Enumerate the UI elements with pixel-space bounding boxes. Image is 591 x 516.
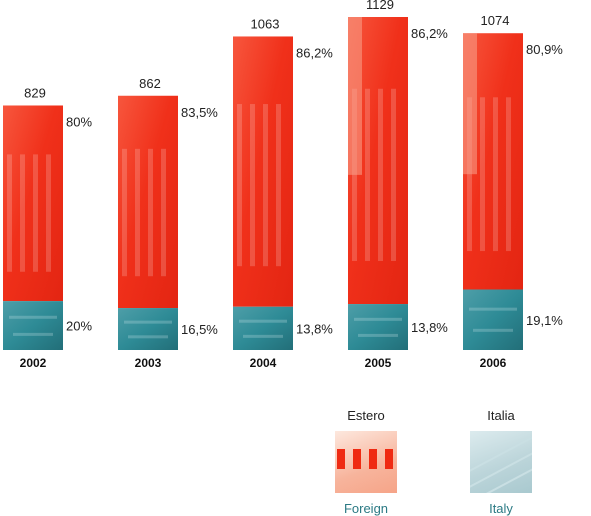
bar-italy-texture-2005 (354, 317, 402, 337)
bars-layer (3, 17, 523, 350)
legend-italy-swatch (470, 431, 532, 493)
foreign-pct-label-2005: 86,2% (411, 26, 448, 41)
bar-foreign-highlight-2006 (463, 33, 477, 175)
italy-pct-label-2006: 19,1% (526, 313, 563, 328)
year-label-2003: 2003 (135, 356, 162, 370)
legend-foreign-title: Estero (347, 408, 385, 423)
foreign-pct-label-2004: 86,2% (296, 45, 333, 60)
bar-italy-2006 (463, 289, 523, 350)
italy-pct-label-2005: 13,8% (411, 320, 448, 335)
year-label-2004: 2004 (250, 356, 277, 370)
legend-italy-title: Italia (487, 408, 515, 423)
bar-italy-2005 (348, 304, 408, 350)
bar-italy-2004 (233, 306, 293, 350)
total-label-2005: 1129 (366, 0, 394, 12)
legend-italy: Italia Italy (466, 408, 536, 516)
bar-foreign-texture-2002 (7, 154, 51, 272)
foreign-pct-label-2003: 83,5% (181, 105, 218, 120)
year-label-2002: 2002 (20, 356, 47, 370)
bar-foreign-2004 (233, 36, 293, 307)
bar-italy-texture-2004 (239, 319, 287, 338)
bar-italy-texture-2002 (9, 315, 57, 336)
italy-pct-label-2004: 13,8% (296, 321, 333, 336)
bar-foreign-2002 (3, 105, 63, 302)
foreign-pct-label-2002: 80% (66, 114, 92, 129)
year-label-2006: 2006 (480, 356, 507, 370)
italy-pct-label-2003: 16,5% (181, 322, 218, 337)
total-label-2006: 1074 (481, 13, 510, 28)
bar-italy-texture-2006 (469, 307, 517, 332)
legend-foreign: Estero Foreign (331, 408, 401, 516)
total-label-2004: 1063 (251, 16, 280, 31)
italy-pct-label-2002: 20% (66, 319, 92, 334)
total-label-2002: 829 (24, 85, 46, 100)
total-label-2003: 862 (139, 76, 161, 91)
bar-foreign-texture-2004 (237, 104, 281, 267)
bar-italy-2003 (118, 308, 178, 350)
foreign-pct-label-2006: 80,9% (526, 42, 563, 57)
bar-foreign-2003 (118, 95, 178, 309)
legend-italy-subtitle: Italy (489, 501, 513, 516)
bar-italy-2002 (3, 301, 63, 350)
bar-foreign-highlight-2005 (348, 17, 362, 175)
legend-foreign-swatch (335, 431, 397, 493)
bar-italy-texture-2003 (124, 320, 172, 339)
legend-foreign-subtitle: Foreign (343, 501, 389, 516)
labels-layer: 829 80% 20% 2002 862 83,5% 16,5% 2003 1063 86,2% 1… (20, 0, 564, 370)
bar-foreign-texture-2003 (122, 148, 166, 277)
year-label-2005: 2005 (365, 356, 392, 370)
